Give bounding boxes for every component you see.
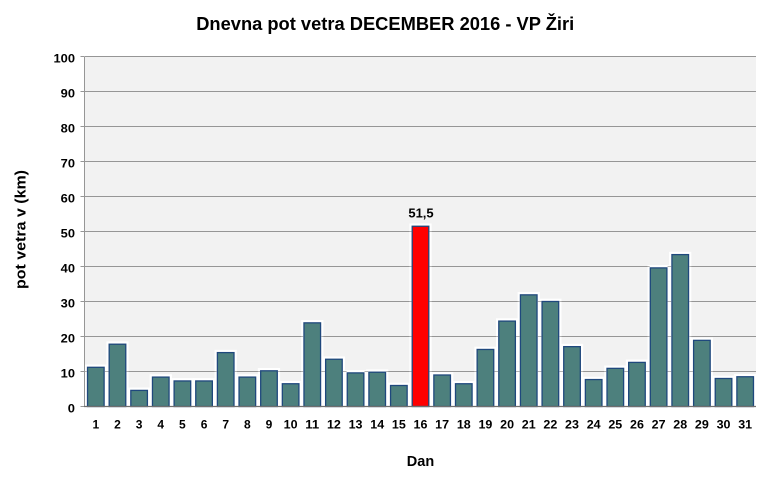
svg-text:6: 6 [201, 418, 208, 432]
svg-text:50: 50 [61, 226, 76, 240]
svg-text:15: 15 [392, 418, 406, 432]
svg-text:9: 9 [266, 418, 273, 432]
svg-text:21: 21 [522, 418, 536, 432]
svg-text:100: 100 [54, 51, 76, 65]
svg-text:16: 16 [414, 418, 428, 432]
svg-text:19: 19 [478, 418, 492, 432]
svg-text:8: 8 [244, 418, 251, 432]
svg-text:24: 24 [587, 418, 601, 432]
svg-text:18: 18 [457, 418, 471, 432]
svg-text:17: 17 [435, 418, 449, 432]
svg-text:5: 5 [179, 418, 186, 432]
svg-text:26: 26 [630, 418, 644, 432]
svg-text:23: 23 [565, 418, 579, 432]
svg-text:60: 60 [61, 191, 76, 205]
svg-text:3: 3 [136, 418, 143, 432]
svg-text:1: 1 [92, 418, 99, 432]
svg-text:30: 30 [61, 296, 76, 310]
svg-text:11: 11 [305, 418, 319, 432]
svg-text:29: 29 [695, 418, 709, 432]
svg-text:Dan: Dan [407, 454, 434, 470]
svg-text:0: 0 [68, 401, 76, 415]
svg-text:80: 80 [61, 121, 76, 135]
svg-text:14: 14 [370, 418, 384, 432]
svg-text:12: 12 [327, 418, 341, 432]
svg-text:51,5: 51,5 [408, 205, 433, 220]
svg-text:13: 13 [349, 418, 363, 432]
svg-text:pot vetra v (km): pot vetra v (km) [13, 170, 30, 289]
svg-text:22: 22 [543, 418, 557, 432]
svg-text:7: 7 [222, 418, 229, 432]
svg-text:27: 27 [652, 418, 666, 432]
svg-text:40: 40 [61, 261, 76, 275]
svg-text:28: 28 [673, 418, 687, 432]
svg-text:2: 2 [114, 418, 121, 432]
svg-text:4: 4 [157, 418, 164, 432]
svg-text:25: 25 [608, 418, 622, 432]
svg-text:Dnevna pot vetra DECEMBER 2016: Dnevna pot vetra DECEMBER 2016 - VP Žiri [196, 13, 574, 34]
svg-text:90: 90 [61, 86, 76, 100]
svg-text:20: 20 [61, 331, 76, 345]
svg-text:30: 30 [717, 418, 731, 432]
svg-text:10: 10 [61, 366, 76, 380]
svg-text:31: 31 [738, 418, 752, 432]
svg-text:70: 70 [61, 156, 76, 170]
svg-text:20: 20 [500, 418, 514, 432]
svg-text:10: 10 [284, 418, 298, 432]
